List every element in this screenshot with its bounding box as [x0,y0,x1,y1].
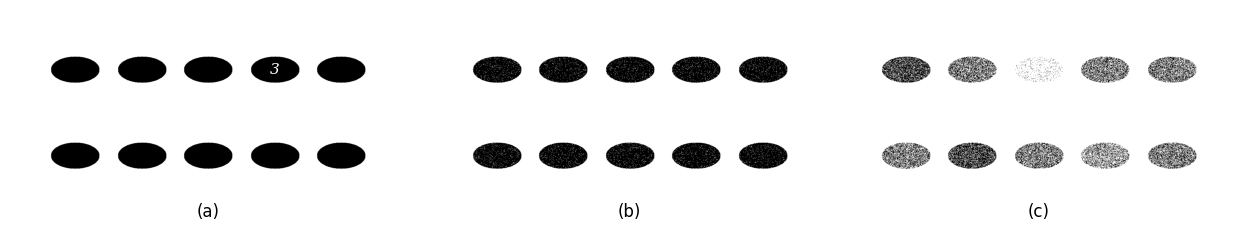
Text: (a): (a) [196,203,219,221]
Text: (b): (b) [618,203,641,221]
Text: 3: 3 [269,62,279,76]
Text: (c): (c) [1028,203,1049,221]
